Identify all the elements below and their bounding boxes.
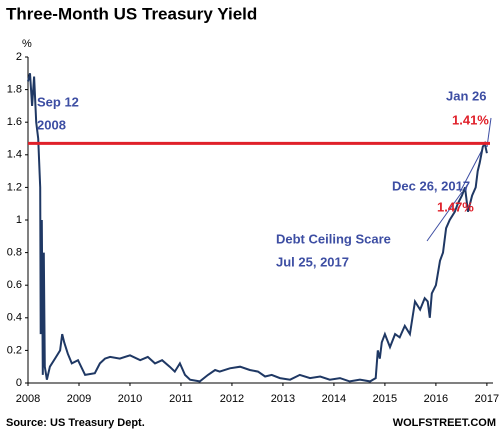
y-tick-label: 0 (16, 377, 22, 389)
y-tick-label: 1.4 (7, 149, 22, 161)
chart-title: Three-Month US Treasury Yield (6, 4, 257, 23)
leader-line (426, 191, 463, 242)
y-tick-label: 0.4 (7, 312, 22, 324)
source: Source: US Treasury Dept. (6, 417, 145, 429)
y-tick-label: 1.8 (7, 84, 22, 96)
x-tick-label: 2014 (322, 393, 346, 405)
y-tick-label: 2 (16, 51, 22, 63)
data-line (27, 73, 488, 383)
y-tick-label: 0.8 (7, 247, 22, 259)
x-tick-label: 2011 (169, 393, 193, 405)
annotation: Dec 26, 2017 (392, 178, 470, 193)
annotation: 1.41% (452, 112, 489, 127)
x-tick-label: 2013 (271, 393, 295, 405)
x-tick-label: 2017 (475, 393, 499, 405)
x-tick-label: 2008 (16, 393, 40, 405)
x-tick-label: 2016 (424, 393, 448, 405)
leader-line (459, 149, 483, 193)
y-unit: % (22, 38, 32, 50)
y-tick-label: 0.2 (7, 344, 22, 356)
x-tick-label: 2012 (220, 393, 244, 405)
x-tick-label: 2010 (118, 393, 142, 405)
x-tick-label: 2015 (373, 393, 397, 405)
credit: WOLFSTREET.COM (393, 417, 496, 429)
annotation: Sep 12 (37, 94, 79, 109)
annotation: 1.47% (437, 199, 474, 214)
x-tick-label: 2009 (67, 393, 91, 405)
y-tick-label: 1 (16, 214, 22, 226)
y-tick-label: 1.6 (7, 116, 22, 128)
annotation: Jul 25, 2017 (276, 254, 349, 269)
y-tick-label: 1.2 (7, 181, 22, 193)
annotation: 2008 (37, 117, 66, 132)
y-tick-label: 0.6 (7, 279, 22, 291)
annotation: Debt Ceiling Scare (276, 231, 391, 246)
annotation: Jan 26 (446, 88, 486, 103)
